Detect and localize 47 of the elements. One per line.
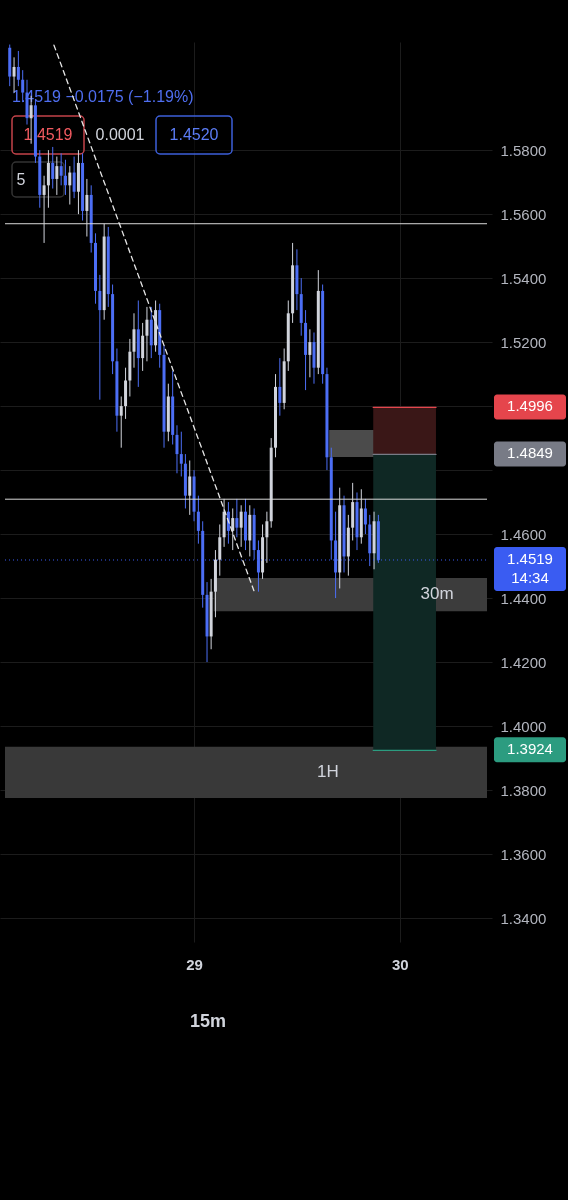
candlestick bbox=[59, 152, 63, 186]
candlestick bbox=[55, 156, 59, 196]
annotation: 1.4520 bbox=[169, 126, 219, 143]
x-tick-label: 29 bbox=[186, 955, 203, 973]
candlestick bbox=[278, 357, 282, 417]
text: 1.4849 bbox=[507, 444, 553, 462]
candlestick bbox=[72, 156, 76, 199]
candlestick bbox=[63, 159, 67, 196]
y-tick-label: 1.4400 bbox=[500, 589, 547, 607]
candlestick bbox=[265, 511, 269, 564]
candlestick bbox=[46, 149, 50, 209]
band-label: 1H bbox=[317, 762, 339, 782]
y-tick-label: 1.5400 bbox=[500, 269, 547, 287]
candlestick bbox=[239, 504, 243, 548]
text: 15m bbox=[190, 1011, 227, 1031]
y-tick-label: 1.3800 bbox=[500, 781, 547, 799]
annotation: 30m bbox=[420, 584, 454, 603]
candlestick bbox=[16, 50, 20, 87]
candlestick bbox=[308, 328, 312, 378]
candlestick bbox=[231, 507, 235, 551]
y-tick-label: 1.4200 bbox=[500, 653, 547, 671]
candlestick bbox=[119, 396, 123, 449]
text: 1.4996 bbox=[507, 397, 553, 415]
candlestick bbox=[256, 539, 260, 593]
y-tick-label: 1.5600 bbox=[500, 205, 547, 223]
annotation: 0.0001 bbox=[95, 126, 145, 143]
candlestick bbox=[363, 498, 367, 535]
annotation: 5 bbox=[16, 171, 26, 188]
candlestick bbox=[51, 146, 55, 190]
candlestick bbox=[218, 523, 222, 577]
ref-line-label: 1.4519 14:34 bbox=[507, 549, 553, 586]
x-tick-label: 30 bbox=[391, 955, 409, 973]
candlestick bbox=[141, 322, 145, 372]
candlestick bbox=[145, 306, 149, 362]
y-tick-label: 1.5200 bbox=[500, 333, 547, 351]
y-tick-label: 1.3400 bbox=[500, 909, 547, 927]
candlestick bbox=[179, 431, 183, 477]
candlestick bbox=[98, 274, 102, 401]
y-tick-label: 1.4600 bbox=[500, 525, 547, 543]
candlestick bbox=[68, 165, 72, 206]
candlestick bbox=[175, 424, 179, 474]
text: 1.3924 bbox=[507, 740, 553, 758]
y-tick-label: 1.3600 bbox=[500, 845, 547, 863]
y-tick-label: 1.4000 bbox=[500, 717, 547, 735]
y-tick-label: 1.5800 bbox=[500, 141, 547, 159]
candlestick bbox=[196, 495, 200, 545]
candlestick bbox=[235, 498, 239, 538]
